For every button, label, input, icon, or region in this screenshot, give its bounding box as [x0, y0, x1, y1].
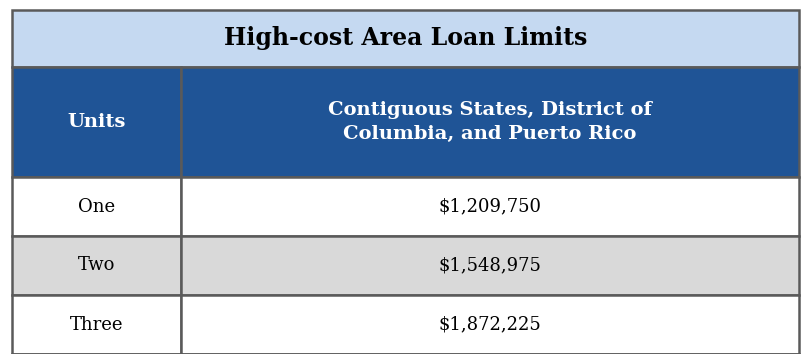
Text: Units: Units — [67, 113, 126, 131]
Text: High-cost Area Loan Limits: High-cost Area Loan Limits — [224, 27, 587, 51]
Bar — [12, 177, 181, 236]
Text: $1,872,225: $1,872,225 — [439, 315, 542, 333]
Bar — [12, 295, 181, 354]
Bar — [181, 67, 799, 177]
Bar — [181, 295, 799, 354]
Bar — [181, 236, 799, 295]
Text: $1,548,975: $1,548,975 — [439, 257, 542, 274]
Text: Two: Two — [78, 257, 115, 274]
Text: Three: Three — [70, 315, 123, 333]
Text: One: One — [78, 198, 115, 216]
Bar — [12, 67, 181, 177]
Bar — [181, 177, 799, 236]
Text: $1,209,750: $1,209,750 — [439, 198, 542, 216]
Bar — [12, 10, 799, 67]
Bar — [12, 236, 181, 295]
Text: Contiguous States, District of
Columbia, and Puerto Rico: Contiguous States, District of Columbia,… — [328, 101, 652, 143]
